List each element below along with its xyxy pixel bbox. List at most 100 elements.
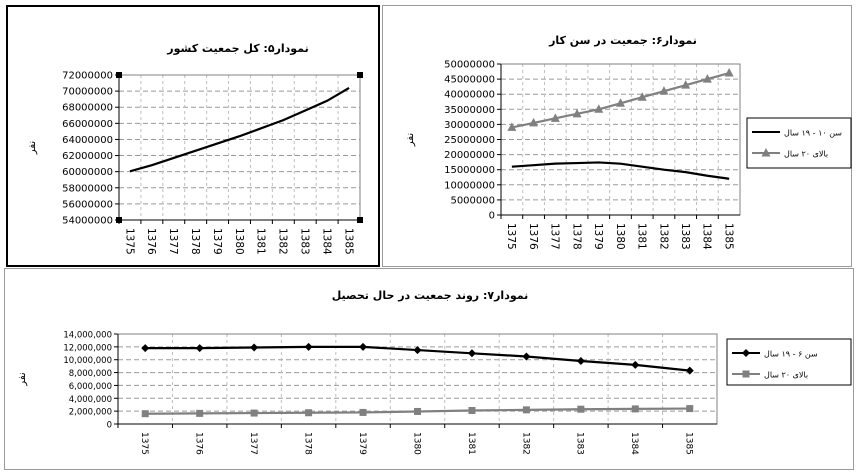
x-tick-label: 1383 xyxy=(679,223,691,250)
data-point xyxy=(141,344,150,353)
y-tick-label: 6,000,000 xyxy=(69,382,112,392)
data-point xyxy=(631,360,640,369)
series-line xyxy=(129,86,350,173)
data-point xyxy=(413,346,422,355)
x-tick-label: 1375 xyxy=(139,432,149,455)
axis-handle xyxy=(116,72,122,78)
x-tick-label: 1378 xyxy=(302,432,312,455)
y-tick-label: 12,000,000 xyxy=(63,343,112,353)
y-tick-label: 30000000 xyxy=(444,120,495,131)
y-tick-label: 5000000 xyxy=(450,195,495,206)
x-tick-label: 1376 xyxy=(527,223,539,250)
x-tick-label: 1377 xyxy=(167,228,179,255)
x-tick-label: 1376 xyxy=(145,228,157,255)
legend-label: بالای ۲۰ سال xyxy=(764,371,808,380)
y-tick-label: 70000000 xyxy=(62,87,113,98)
data-point xyxy=(577,405,585,413)
legend-marker xyxy=(742,349,750,357)
series-group xyxy=(129,86,350,173)
y-tick-label: 56000000 xyxy=(62,199,113,210)
data-point xyxy=(685,366,694,375)
legend-marker xyxy=(761,148,771,157)
y-tick-label: 10,000,000 xyxy=(63,356,112,366)
x-tick-label: 1379 xyxy=(211,228,223,255)
data-point xyxy=(522,406,530,414)
y-tick-label: 35000000 xyxy=(444,105,495,116)
series-group xyxy=(141,342,694,375)
series-group xyxy=(507,68,734,131)
y-tick-label: 14,000,000 xyxy=(63,331,112,341)
chart-title: نمودار۶: جمعیت در سن کار xyxy=(548,34,697,47)
y-tick-label: 66000000 xyxy=(62,119,113,130)
x-tick-label: 1382 xyxy=(520,432,530,455)
data-point xyxy=(686,405,694,413)
y-tick-label: 8,000,000 xyxy=(69,369,112,379)
data-point xyxy=(572,108,582,118)
x-tick-label: 1381 xyxy=(255,228,267,255)
legend-label: بالای ۲۰ سال xyxy=(784,150,828,159)
x-tick-label: 1378 xyxy=(189,228,201,255)
x-tick-label: 1380 xyxy=(411,432,421,455)
x-tick-label: 1384 xyxy=(320,228,332,255)
data-point xyxy=(724,68,734,77)
x-tick-label: 1379 xyxy=(357,432,367,455)
data-point xyxy=(468,407,476,414)
x-tick-label: 1385 xyxy=(722,223,734,250)
series-group xyxy=(141,405,694,418)
y-tick-label: 58000000 xyxy=(62,183,113,194)
y-tick-label: 60000000 xyxy=(62,167,113,178)
x-tick-label: 1375 xyxy=(505,223,517,250)
y-tick-label: 45000000 xyxy=(444,75,495,86)
x-tick-label: 1384 xyxy=(701,223,713,250)
chart-title: نمودار۵: کل جمعیت کشور xyxy=(166,42,308,55)
y-tick-label: 10000000 xyxy=(444,180,495,191)
data-point xyxy=(681,80,691,89)
data-point xyxy=(467,349,476,358)
x-tick-label: 1383 xyxy=(299,228,311,255)
data-point xyxy=(196,409,204,417)
data-point xyxy=(414,407,421,415)
x-tick-label: 1379 xyxy=(592,223,604,250)
x-tick-label: 1382 xyxy=(277,228,289,255)
data-point xyxy=(576,357,585,365)
legend-label: سن ۶ - ۱۹ سال xyxy=(764,350,818,359)
data-point xyxy=(522,352,531,361)
y-tick-label: 62000000 xyxy=(62,151,113,162)
data-point xyxy=(659,86,669,95)
chart-panel-working-age-population: نمودار۶: جمعیت در سن کار نفر 0 5000000 10000… xyxy=(382,5,852,267)
y-tick-label: 20000000 xyxy=(444,150,495,161)
legend-box xyxy=(746,117,852,169)
data-point xyxy=(304,342,313,351)
y-tick-label: 0 xyxy=(107,421,112,431)
data-point xyxy=(359,408,367,416)
y-tick-label: 50000000 xyxy=(444,60,495,71)
x-tick-label: 1383 xyxy=(575,432,585,455)
chart-panel-students-population: نمودار۷: روند جمعیت در حال تحصیل نفر 0 2,00… xyxy=(4,268,854,470)
data-point xyxy=(359,342,368,351)
y-axis-label: نفر xyxy=(17,372,28,386)
x-tick-label: 1381 xyxy=(636,223,648,250)
data-point xyxy=(631,405,639,413)
x-tick-label: 1377 xyxy=(549,223,561,250)
y-tick-label: 64000000 xyxy=(62,135,113,146)
y-tick-label: 0 xyxy=(489,211,495,222)
data-point xyxy=(529,117,539,127)
y-tick-label: 54000000 xyxy=(62,216,113,227)
y-axis-label: نفر xyxy=(405,133,416,147)
x-tick-label: 1380 xyxy=(614,223,626,250)
data-point xyxy=(550,113,560,122)
chart-working-age-population: نمودار۶: جمعیت در سن کار نفر 0 5000000 10000… xyxy=(405,34,852,250)
legend-marker xyxy=(742,370,750,378)
x-tick-label: 1375 xyxy=(123,228,135,255)
plot-area xyxy=(118,74,361,221)
x-tick-label: 1381 xyxy=(466,432,476,455)
data-point xyxy=(637,92,647,101)
chart-title: نمودار۷: روند جمعیت در حال تحصیل xyxy=(332,289,529,302)
legend-label: سن ۱۰ - ۱۹ سال xyxy=(784,129,842,138)
y-tick-label: 40000000 xyxy=(444,90,495,101)
series-line xyxy=(511,161,730,180)
y-tick-label: 68000000 xyxy=(62,103,113,114)
data-point xyxy=(305,409,313,417)
data-point xyxy=(250,343,259,352)
axis-handle xyxy=(357,217,363,223)
